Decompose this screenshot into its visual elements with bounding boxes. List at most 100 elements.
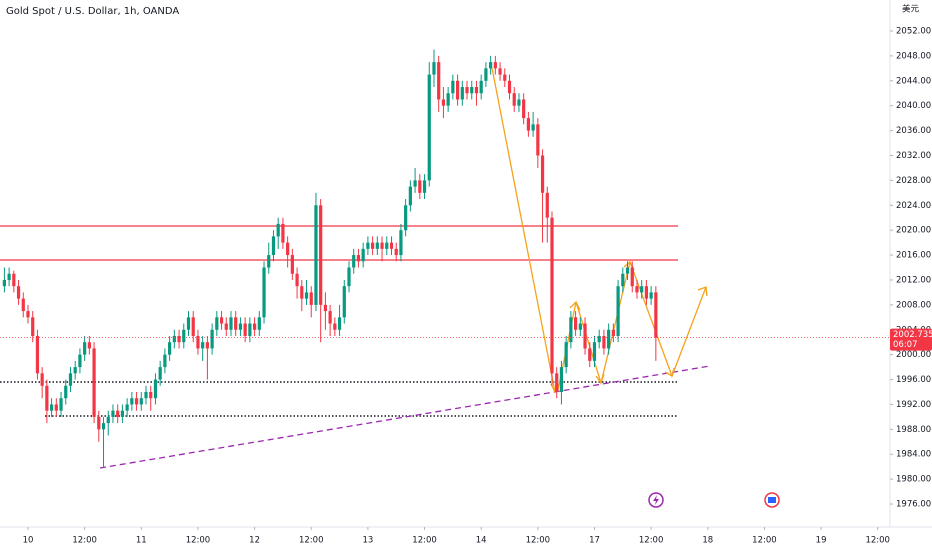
candle-body	[134, 398, 139, 405]
chart-title: Gold Spot / U.S. Dollar, 1h, OANDA	[6, 6, 179, 17]
candle-body	[276, 223, 280, 237]
candle-body	[97, 416, 101, 430]
currency-label: 美元	[902, 4, 920, 15]
candle-body	[144, 391, 148, 399]
candle-body	[281, 223, 285, 243]
candle-body	[564, 342, 568, 368]
candle-body	[314, 205, 318, 305]
candle-body	[286, 242, 290, 256]
candle-body	[630, 267, 634, 287]
candle-body	[588, 348, 592, 361]
y-tick-label: 2020.00	[896, 226, 931, 236]
candle-body	[451, 80, 455, 94]
candle-body	[366, 242, 370, 249]
y-tick-label: 1984.00	[896, 450, 931, 460]
y-tick-label: 1980.00	[896, 475, 931, 485]
candle-body	[602, 335, 606, 349]
candle-body	[441, 99, 446, 106]
candle-body	[573, 317, 578, 330]
candle-body	[597, 335, 601, 343]
candle-body	[168, 342, 172, 355]
candle-body	[394, 248, 398, 256]
x-tick-label: 12:00	[526, 536, 551, 546]
candle-body	[474, 87, 479, 94]
candle-body	[526, 118, 530, 131]
candle-body	[40, 373, 44, 386]
candle-body	[201, 342, 205, 349]
candle-body	[49, 404, 54, 411]
y-tick-label: 2044.00	[896, 76, 931, 86]
candle-body	[489, 62, 493, 69]
candle-body	[484, 68, 488, 81]
candle-body	[45, 385, 49, 411]
y-tick-label: 2048.00	[896, 51, 931, 61]
x-tick-label: 11	[136, 536, 147, 546]
candle-body	[149, 391, 153, 399]
candle-body	[12, 273, 16, 287]
candles	[2, 49, 658, 467]
y-tick-label: 2000.00	[896, 350, 931, 360]
candle-body	[234, 317, 238, 330]
candle-body	[21, 298, 25, 312]
candle-body	[578, 323, 582, 330]
candle-body	[35, 335, 40, 374]
candle-body	[607, 329, 611, 349]
candle-body	[319, 205, 323, 305]
y-tick-label: 2036.00	[896, 126, 931, 136]
drawings	[0, 67, 711, 469]
candle-body	[73, 367, 77, 374]
candle-body	[333, 323, 337, 330]
candle-body	[172, 335, 176, 343]
candle-body	[163, 354, 167, 368]
candle-body	[422, 180, 427, 193]
candle-body	[26, 311, 30, 318]
candle-body	[267, 255, 271, 268]
x-tick-label: 10	[23, 536, 34, 546]
arrow-path	[491, 67, 556, 393]
x-tick-label: 12:00	[639, 536, 664, 546]
candle-body	[621, 273, 625, 287]
arrow-head	[697, 286, 708, 297]
candle-body	[252, 323, 257, 330]
candle-body	[309, 292, 313, 305]
candle-body	[399, 230, 403, 256]
y-tick-label: 1976.00	[896, 500, 931, 510]
candle-body	[54, 404, 58, 411]
candle-body	[654, 292, 658, 338]
candle-body	[153, 379, 158, 399]
candle-body	[64, 385, 68, 399]
candle-body	[304, 292, 309, 299]
x-tick-label: 12	[249, 536, 260, 546]
y-tick-label: 2024.00	[896, 201, 931, 211]
arrow-head	[569, 300, 581, 311]
candle-body	[649, 292, 653, 299]
candle-body	[219, 317, 224, 324]
candle-body	[130, 398, 134, 405]
candle-body	[446, 93, 450, 106]
candle-body	[116, 410, 120, 417]
y-tick-label: 2032.00	[896, 151, 931, 161]
candle-body	[243, 323, 247, 336]
candle-body	[257, 317, 261, 330]
y-tick-label: 2028.00	[896, 176, 931, 186]
candle-body	[559, 367, 564, 392]
candle-body	[300, 286, 304, 299]
candle-body	[31, 317, 35, 336]
candle-body	[337, 317, 342, 330]
candle-body	[536, 124, 540, 156]
candle-body	[616, 286, 620, 336]
x-tick-label: 18	[702, 536, 713, 546]
candle-body	[507, 80, 512, 94]
candle-body	[640, 286, 644, 293]
x-tick-label: 13	[362, 536, 373, 546]
candle-body	[342, 286, 346, 318]
candle-body	[68, 373, 73, 386]
candle-body	[87, 342, 91, 349]
candle-body	[295, 273, 299, 287]
candle-body	[635, 286, 639, 293]
candle-body	[592, 342, 597, 361]
candle-body	[404, 205, 408, 231]
candle-body	[92, 348, 96, 417]
candle-body	[470, 87, 474, 94]
